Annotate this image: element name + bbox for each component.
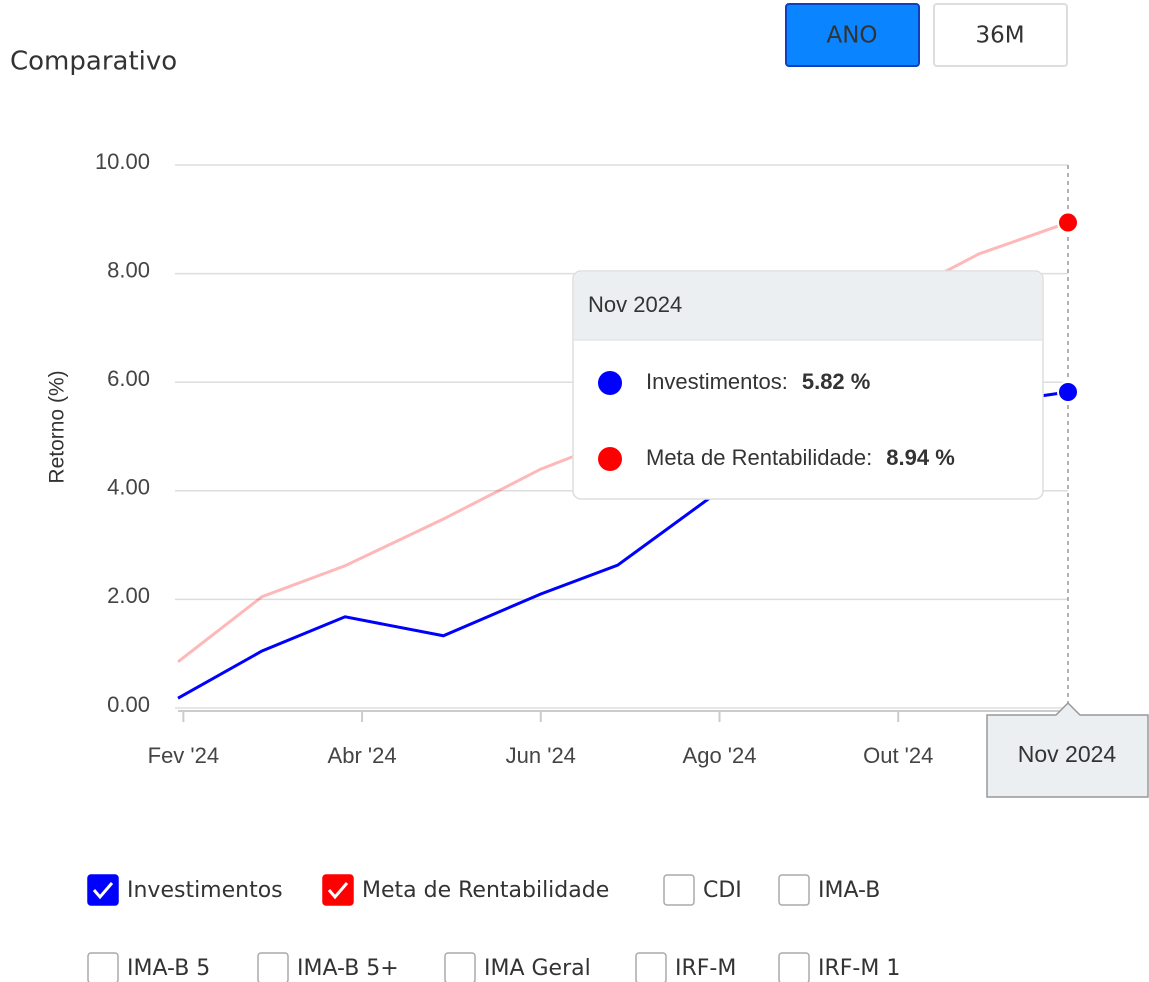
checkmark [327,882,349,900]
crosshair-label: Nov 2024 [1018,741,1117,767]
checkbox[interactable] [257,952,289,982]
x-tick-label: Ago '24 [683,743,757,768]
tooltip-name: Meta de Rentabilidade: [646,445,872,470]
checkbox-label[interactable]: Meta de Rentabilidade [362,878,609,903]
hover-marker [1057,211,1079,234]
tooltip-dot [598,447,622,471]
tooltip-title: Nov 2024 [588,292,682,317]
checkbox-label[interactable]: IMA-B 5+ [297,956,399,981]
crosshair-label-box [986,701,1149,798]
tooltip-value: 8.94 % [886,445,955,470]
y-tick-label: 6.00 [107,366,150,391]
title: Comparativo [10,47,177,77]
checkbox-label[interactable]: IMA-B 5 [127,956,210,981]
x-tick-label: Jun '24 [506,743,576,768]
tooltip-header [574,272,1042,340]
checkbox[interactable] [87,952,119,982]
checkbox-label[interactable]: IRF-M [675,956,736,981]
y-tick-label: 0.00 [107,692,150,717]
y-tick-label: 10.00 [95,149,150,174]
button-label[interactable]: ANO [826,23,877,49]
button[interactable] [933,3,1068,67]
tooltip-name: Investimentos: [646,369,788,394]
checkbox-label[interactable]: CDI [703,878,742,903]
checkbox[interactable] [444,952,476,982]
checkbox[interactable] [778,874,810,906]
x-tick-label: Fev '24 [148,743,219,768]
y-tick-label: 8.00 [107,257,150,282]
y-axis-label: Retorno (%) [46,370,69,483]
tooltip-row: Meta de Rentabilidade: 8.94 % [646,445,955,470]
checkbox-label[interactable]: Investimentos [127,878,283,903]
checkbox-label[interactable]: IRF-M 1 [818,956,900,981]
tooltip-row: Investimentos: 5.82 % [646,369,870,394]
checkmark [92,882,114,900]
hover-marker [1057,380,1079,403]
tooltip-dot [598,371,622,395]
x-tick-label: Out '24 [863,743,933,768]
checkbox[interactable] [635,952,667,982]
checkbox[interactable] [87,874,119,906]
tooltip-value: 5.82 % [802,369,871,394]
x-tick-label: Abr '24 [328,743,397,768]
button-label[interactable]: 36M [975,23,1024,49]
y-tick-label: 2.00 [107,583,150,608]
button[interactable] [785,3,920,67]
checkbox-label[interactable]: IMA Geral [484,956,591,981]
checkbox[interactable] [778,952,810,982]
y-tick-label: 4.00 [107,475,150,500]
checkbox[interactable] [322,874,354,906]
checkbox-label[interactable]: IMA-B [818,878,880,903]
checkbox[interactable] [663,874,695,906]
